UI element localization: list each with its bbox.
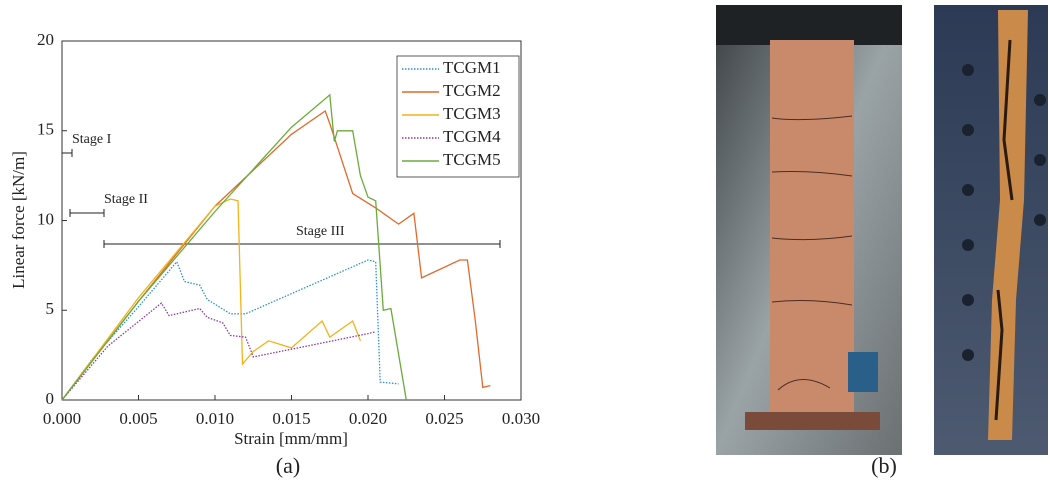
caption: (a) xyxy=(276,453,300,478)
y-tick-label: 5 xyxy=(46,299,55,318)
grip xyxy=(716,5,902,45)
legend-label: TCGM5 xyxy=(443,150,501,169)
annotation: Stage I xyxy=(72,132,112,147)
legend-label: TCGM1 xyxy=(443,58,501,77)
series-line xyxy=(61,259,399,401)
photo-specimen-side xyxy=(934,5,1048,455)
x-tick-label: 0.020 xyxy=(349,409,387,428)
y-tick-label: 10 xyxy=(37,209,54,228)
x-tick-label: 0.015 xyxy=(272,409,310,428)
y-tick-label: 15 xyxy=(37,120,54,139)
annotation: Stage III xyxy=(296,224,345,239)
legend-label: TCGM2 xyxy=(443,81,501,100)
x-tick-label: 0.030 xyxy=(502,409,540,428)
y-tick-label: 0 xyxy=(46,389,55,408)
x-tick-label: 0.000 xyxy=(43,409,81,428)
legend-label: TCGM4 xyxy=(443,127,501,146)
x-axis-label: Strain [mm/mm] xyxy=(234,429,348,448)
caption: (b) xyxy=(871,453,897,478)
y-axis-label: Linear force [kN/m] xyxy=(9,151,28,289)
specimen xyxy=(988,10,1028,440)
specimen xyxy=(770,40,854,420)
series-line xyxy=(61,198,362,401)
series-line xyxy=(61,93,407,401)
legend-label: TCGM3 xyxy=(443,104,501,123)
legend-box xyxy=(396,55,520,178)
x-tick-label: 0.025 xyxy=(425,409,463,428)
x-tick-label: 0.005 xyxy=(119,409,157,428)
y-tick-label: 20 xyxy=(37,30,54,49)
photo-specimen-front xyxy=(716,5,902,455)
series-line xyxy=(61,302,376,401)
annotation: Stage II xyxy=(104,192,148,207)
x-tick-label: 0.010 xyxy=(196,409,234,428)
base-plate xyxy=(745,412,880,430)
stage-annotations xyxy=(62,149,501,248)
sensor xyxy=(848,352,878,392)
